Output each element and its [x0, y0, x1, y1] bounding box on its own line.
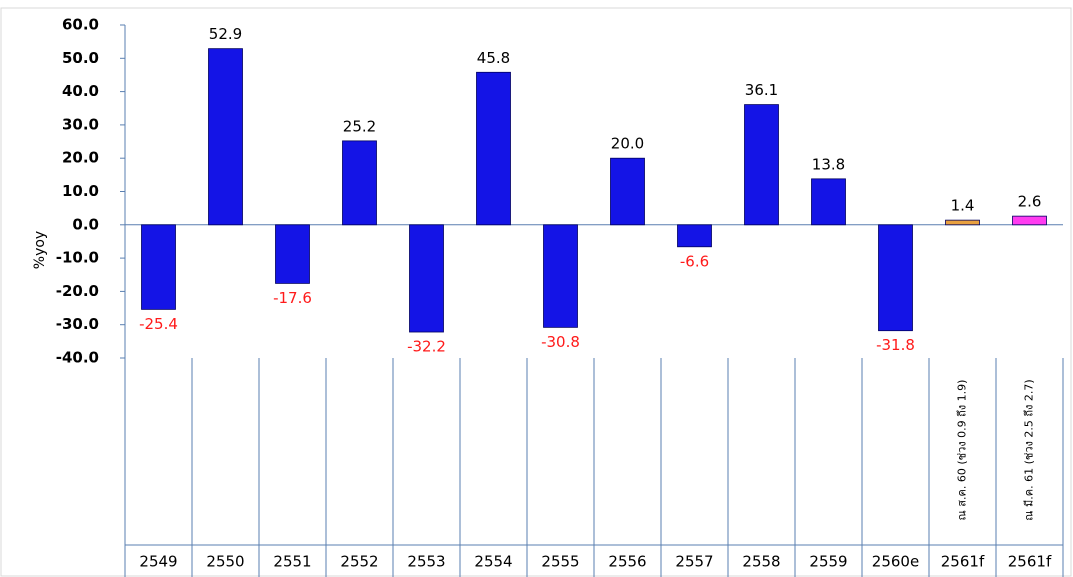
value-label: -25.4: [139, 315, 178, 333]
x-tick-label: 2561f: [1008, 553, 1052, 571]
y-tick-label: 0.0: [72, 215, 99, 233]
value-label: 13.8: [812, 155, 845, 173]
value-label: 25.2: [343, 117, 376, 135]
bar: [409, 224, 444, 333]
value-label: 20.0: [611, 135, 644, 153]
y-tick-label: 60.0: [62, 16, 99, 34]
x-tick-label: 2561f: [941, 553, 985, 571]
x-tick-label: 2549: [139, 553, 177, 571]
bar: [878, 224, 913, 332]
x-tick-label: 2556: [608, 553, 646, 571]
bar: [476, 71, 511, 226]
x-sublabel: ณ มี.ค. 61 (ช่วง 2.5 ถึง 2.7): [1023, 379, 1036, 520]
value-label: -17.6: [273, 289, 312, 307]
y-tick-label: 50.0: [62, 49, 99, 67]
y-tick-label: 10.0: [62, 182, 99, 200]
x-tick-label: 2555: [541, 553, 579, 571]
bar: [543, 224, 578, 328]
y-tick-label: -10.0: [56, 249, 99, 267]
value-label: 1.4: [951, 197, 975, 215]
x-tick-label: 2552: [340, 553, 378, 571]
value-label: -31.8: [876, 336, 915, 354]
x-tick-label: 2558: [742, 553, 780, 571]
chart-border: [0, 7, 1072, 577]
value-label: -32.2: [407, 338, 446, 356]
bar: [945, 219, 980, 226]
bar: [1012, 215, 1047, 226]
y-tick-label: -30.0: [56, 315, 99, 333]
y-tick-label: -40.0: [56, 349, 99, 367]
x-tick-label: 2551: [273, 553, 311, 571]
bar: [610, 157, 645, 226]
y-axis-label: %yoy: [32, 231, 48, 269]
value-label: 45.8: [477, 49, 510, 67]
x-tick-label: 2554: [474, 553, 512, 571]
bar: [677, 224, 712, 248]
bar: [208, 48, 243, 226]
x-tick-label: 2553: [407, 553, 445, 571]
y-tick-label: -20.0: [56, 282, 99, 300]
x-tick-label: 2559: [809, 553, 847, 571]
bar: [275, 224, 310, 284]
x-sublabel: ณ ส.ค. 60 (ช่วง 0.9 ถึง 1.9): [956, 380, 969, 521]
y-tick-label: 40.0: [62, 82, 99, 100]
y-tick-label: 20.0: [62, 149, 99, 167]
x-tick-label: 2560e: [872, 553, 919, 571]
bar: [141, 224, 176, 310]
y-tick-label: 30.0: [62, 115, 99, 133]
x-tick-label: 2557: [675, 553, 713, 571]
value-label: 2.6: [1018, 193, 1042, 211]
value-label: 52.9: [209, 25, 242, 43]
bar: [811, 178, 846, 226]
bar: [342, 140, 377, 226]
value-label: -6.6: [680, 252, 709, 270]
value-label: -30.8: [541, 333, 580, 351]
value-label: 36.1: [745, 81, 778, 99]
bar: [744, 104, 779, 226]
x-tick-label: 2550: [206, 553, 244, 571]
